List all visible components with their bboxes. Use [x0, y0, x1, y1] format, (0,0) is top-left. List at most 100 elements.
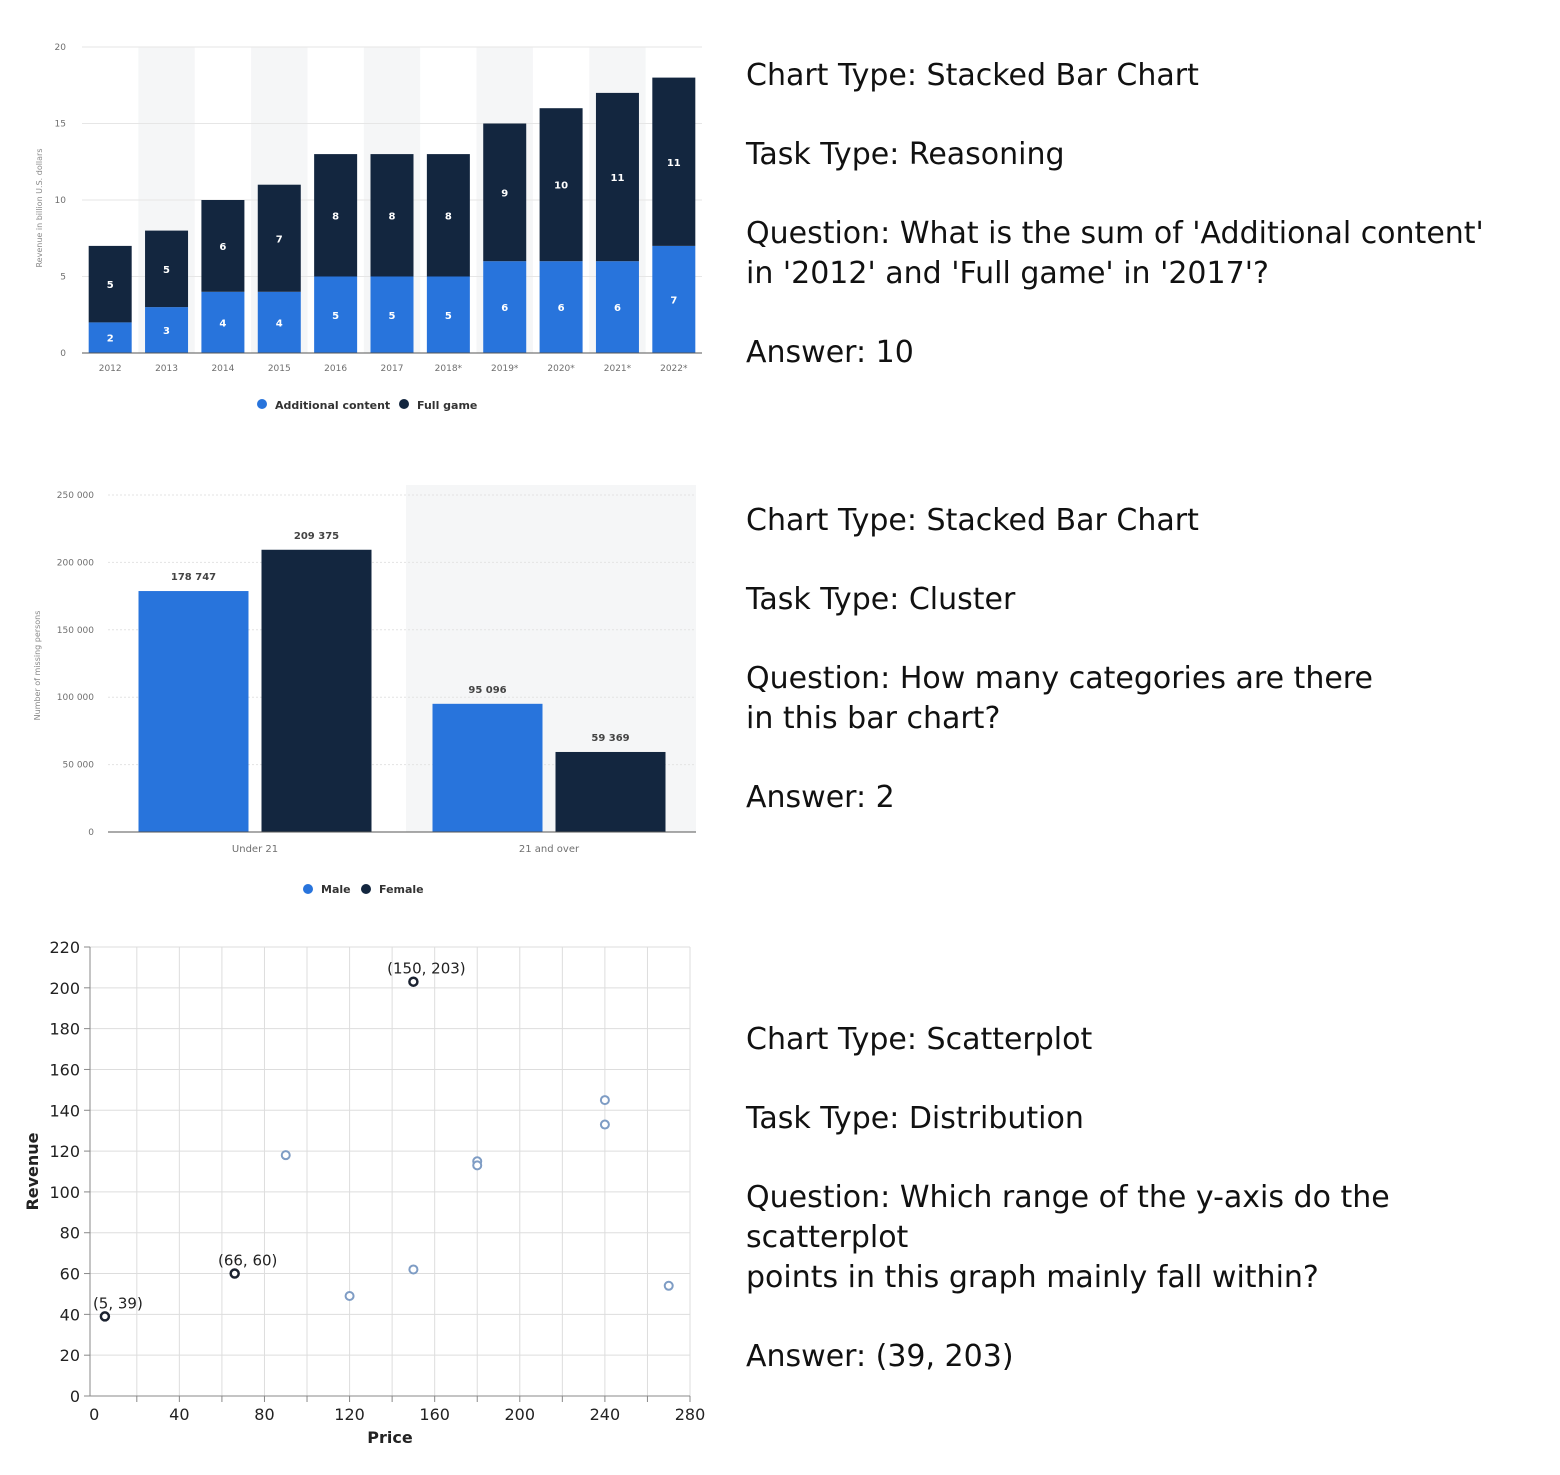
y-tick-label: 160 [49, 1060, 80, 1079]
y-tick-label: 120 [49, 1142, 80, 1161]
bar-full-game [370, 154, 414, 277]
data-label: 11 [667, 158, 681, 169]
y-tick-label: 20 [55, 43, 67, 53]
bar-additional-content [539, 261, 583, 353]
bar-additional-content [652, 245, 696, 353]
bar-additional-content [426, 276, 470, 353]
legend-label: Male [321, 883, 351, 896]
legend-marker [399, 399, 409, 409]
question-text: Question: How many categories are there … [746, 661, 1373, 736]
chart-panel-revenue: 0 5 10 15 20 Revenue in billion U.S. dollars 2… [0, 0, 712, 440]
chart-panel-missing-persons: 0 50 000 100 000 150 000 200 000 250 000 Numbe… [0, 460, 712, 920]
x-tick-label: 2015 [268, 364, 291, 374]
bar-additional-content [370, 276, 414, 353]
legend-marker [361, 884, 371, 894]
y-tick-label: 200 000 [57, 558, 94, 568]
x-tick-label: 2012 [99, 364, 122, 374]
task-type-text: Task Type: Cluster [746, 582, 1016, 617]
bar-additional-content [145, 307, 189, 353]
scatter-point [280, 1150, 291, 1161]
data-label: 178 747 [171, 572, 216, 583]
bar-additional-content [88, 322, 132, 353]
bar-male [432, 703, 543, 832]
data-label: 5 [163, 265, 170, 276]
bar-female [555, 751, 666, 832]
y-tick-label: 180 [49, 1020, 80, 1039]
bar-female [261, 549, 372, 832]
x-tick-label: 200 [505, 1405, 536, 1424]
scatter-point-highlighted [408, 976, 419, 987]
bar-additional-content [257, 291, 301, 353]
data-label: 7 [276, 234, 283, 245]
x-tick-label: 40 [169, 1405, 189, 1424]
x-tick-label: 80 [254, 1405, 274, 1424]
legend-label: Female [379, 883, 424, 896]
bar-full-game [88, 245, 132, 323]
y-axis-title: Revenue [23, 1132, 42, 1210]
bar-additional-content [201, 291, 245, 353]
data-label: 6 [219, 242, 226, 253]
y-axis-title: Number of missing persons [33, 611, 42, 721]
y-tick-label: 40 [60, 1305, 80, 1324]
scatter-point [408, 1264, 419, 1275]
bar-full-game [539, 108, 583, 262]
y-tick-label: 200 [49, 979, 80, 998]
y-tick-label: 0 [60, 349, 66, 359]
bar-additional-content [314, 276, 358, 353]
y-tick-label: 0 [88, 828, 94, 838]
data-label: 9 [501, 188, 508, 199]
x-tick-label: 120 [334, 1405, 365, 1424]
legend-marker [303, 884, 313, 894]
data-label: 5 [332, 311, 339, 322]
bar-full-game [652, 77, 696, 246]
x-tick-label: 2021* [604, 364, 632, 374]
chart-type-text: Chart Type: Scatterplot [746, 1022, 1093, 1057]
y-tick-label: 60 [60, 1265, 80, 1284]
chart-missing-persons-bar: 0 50 000 100 000 150 000 200 000 250 000 Numbe… [33, 485, 696, 896]
point-annotation: (5, 39) [93, 1294, 143, 1312]
data-label: 6 [614, 303, 621, 314]
y-tick-label: 250 000 [57, 491, 94, 501]
qa-block-1: Chart Type: Stacked Bar Chart Task Type:… [746, 56, 1546, 373]
x-tick-label: Under 21 [232, 844, 278, 855]
y-tick-label: 50 000 [63, 761, 95, 771]
y-tick-label: 0 [70, 1387, 80, 1406]
data-label: 3 [163, 326, 170, 337]
x-tick-label: 2022* [660, 364, 688, 374]
x-tick-label: 2018* [435, 364, 463, 374]
legend-label: Additional content [275, 399, 390, 412]
bar-full-game [257, 184, 301, 292]
bar-full-game [483, 123, 527, 262]
bar-full-game [201, 200, 245, 292]
chart-type-text: Chart Type: Stacked Bar Chart [746, 503, 1199, 538]
bar-full-game [314, 154, 358, 277]
x-tick-label: 2014 [211, 364, 234, 374]
y-tick-label: 140 [49, 1101, 80, 1120]
scatter-point [344, 1290, 355, 1301]
qa-block-3: Chart Type: Scatterplot Task Type: Distr… [746, 1020, 1546, 1377]
y-tick-label: 5 [60, 273, 66, 283]
question-text: Question: Which range of the y-axis do t… [746, 1180, 1390, 1295]
x-tick-label: 2013 [155, 364, 178, 374]
legend-marker [257, 399, 267, 409]
data-label: 6 [501, 303, 508, 314]
chart-revenue-stacked-bar: 0 5 10 15 20 Revenue in billion U.S. dollars 2… [35, 43, 702, 412]
data-label: 6 [558, 303, 565, 314]
data-label: 95 096 [468, 685, 506, 696]
scatter-point-highlighted [99, 1311, 111, 1322]
y-tick-label: 150 000 [57, 626, 94, 636]
x-tick-label: 2016 [324, 364, 347, 374]
answer-text: Answer: (39, 203) [746, 1339, 1014, 1374]
data-label: 4 [276, 318, 283, 329]
scatter-point [663, 1280, 674, 1291]
data-label: 209 375 [294, 531, 339, 542]
answer-text: Answer: 2 [746, 780, 895, 815]
data-label: 11 [610, 173, 624, 184]
x-tick-label: 0 [89, 1405, 99, 1424]
data-label: 5 [389, 311, 396, 322]
scatter-point [599, 1095, 610, 1106]
point-annotation: (150, 203) [387, 960, 466, 978]
bar-additional-content [483, 261, 527, 353]
y-axis-title: Revenue in billion U.S. dollars [35, 148, 44, 267]
data-label: 59 369 [591, 733, 629, 744]
